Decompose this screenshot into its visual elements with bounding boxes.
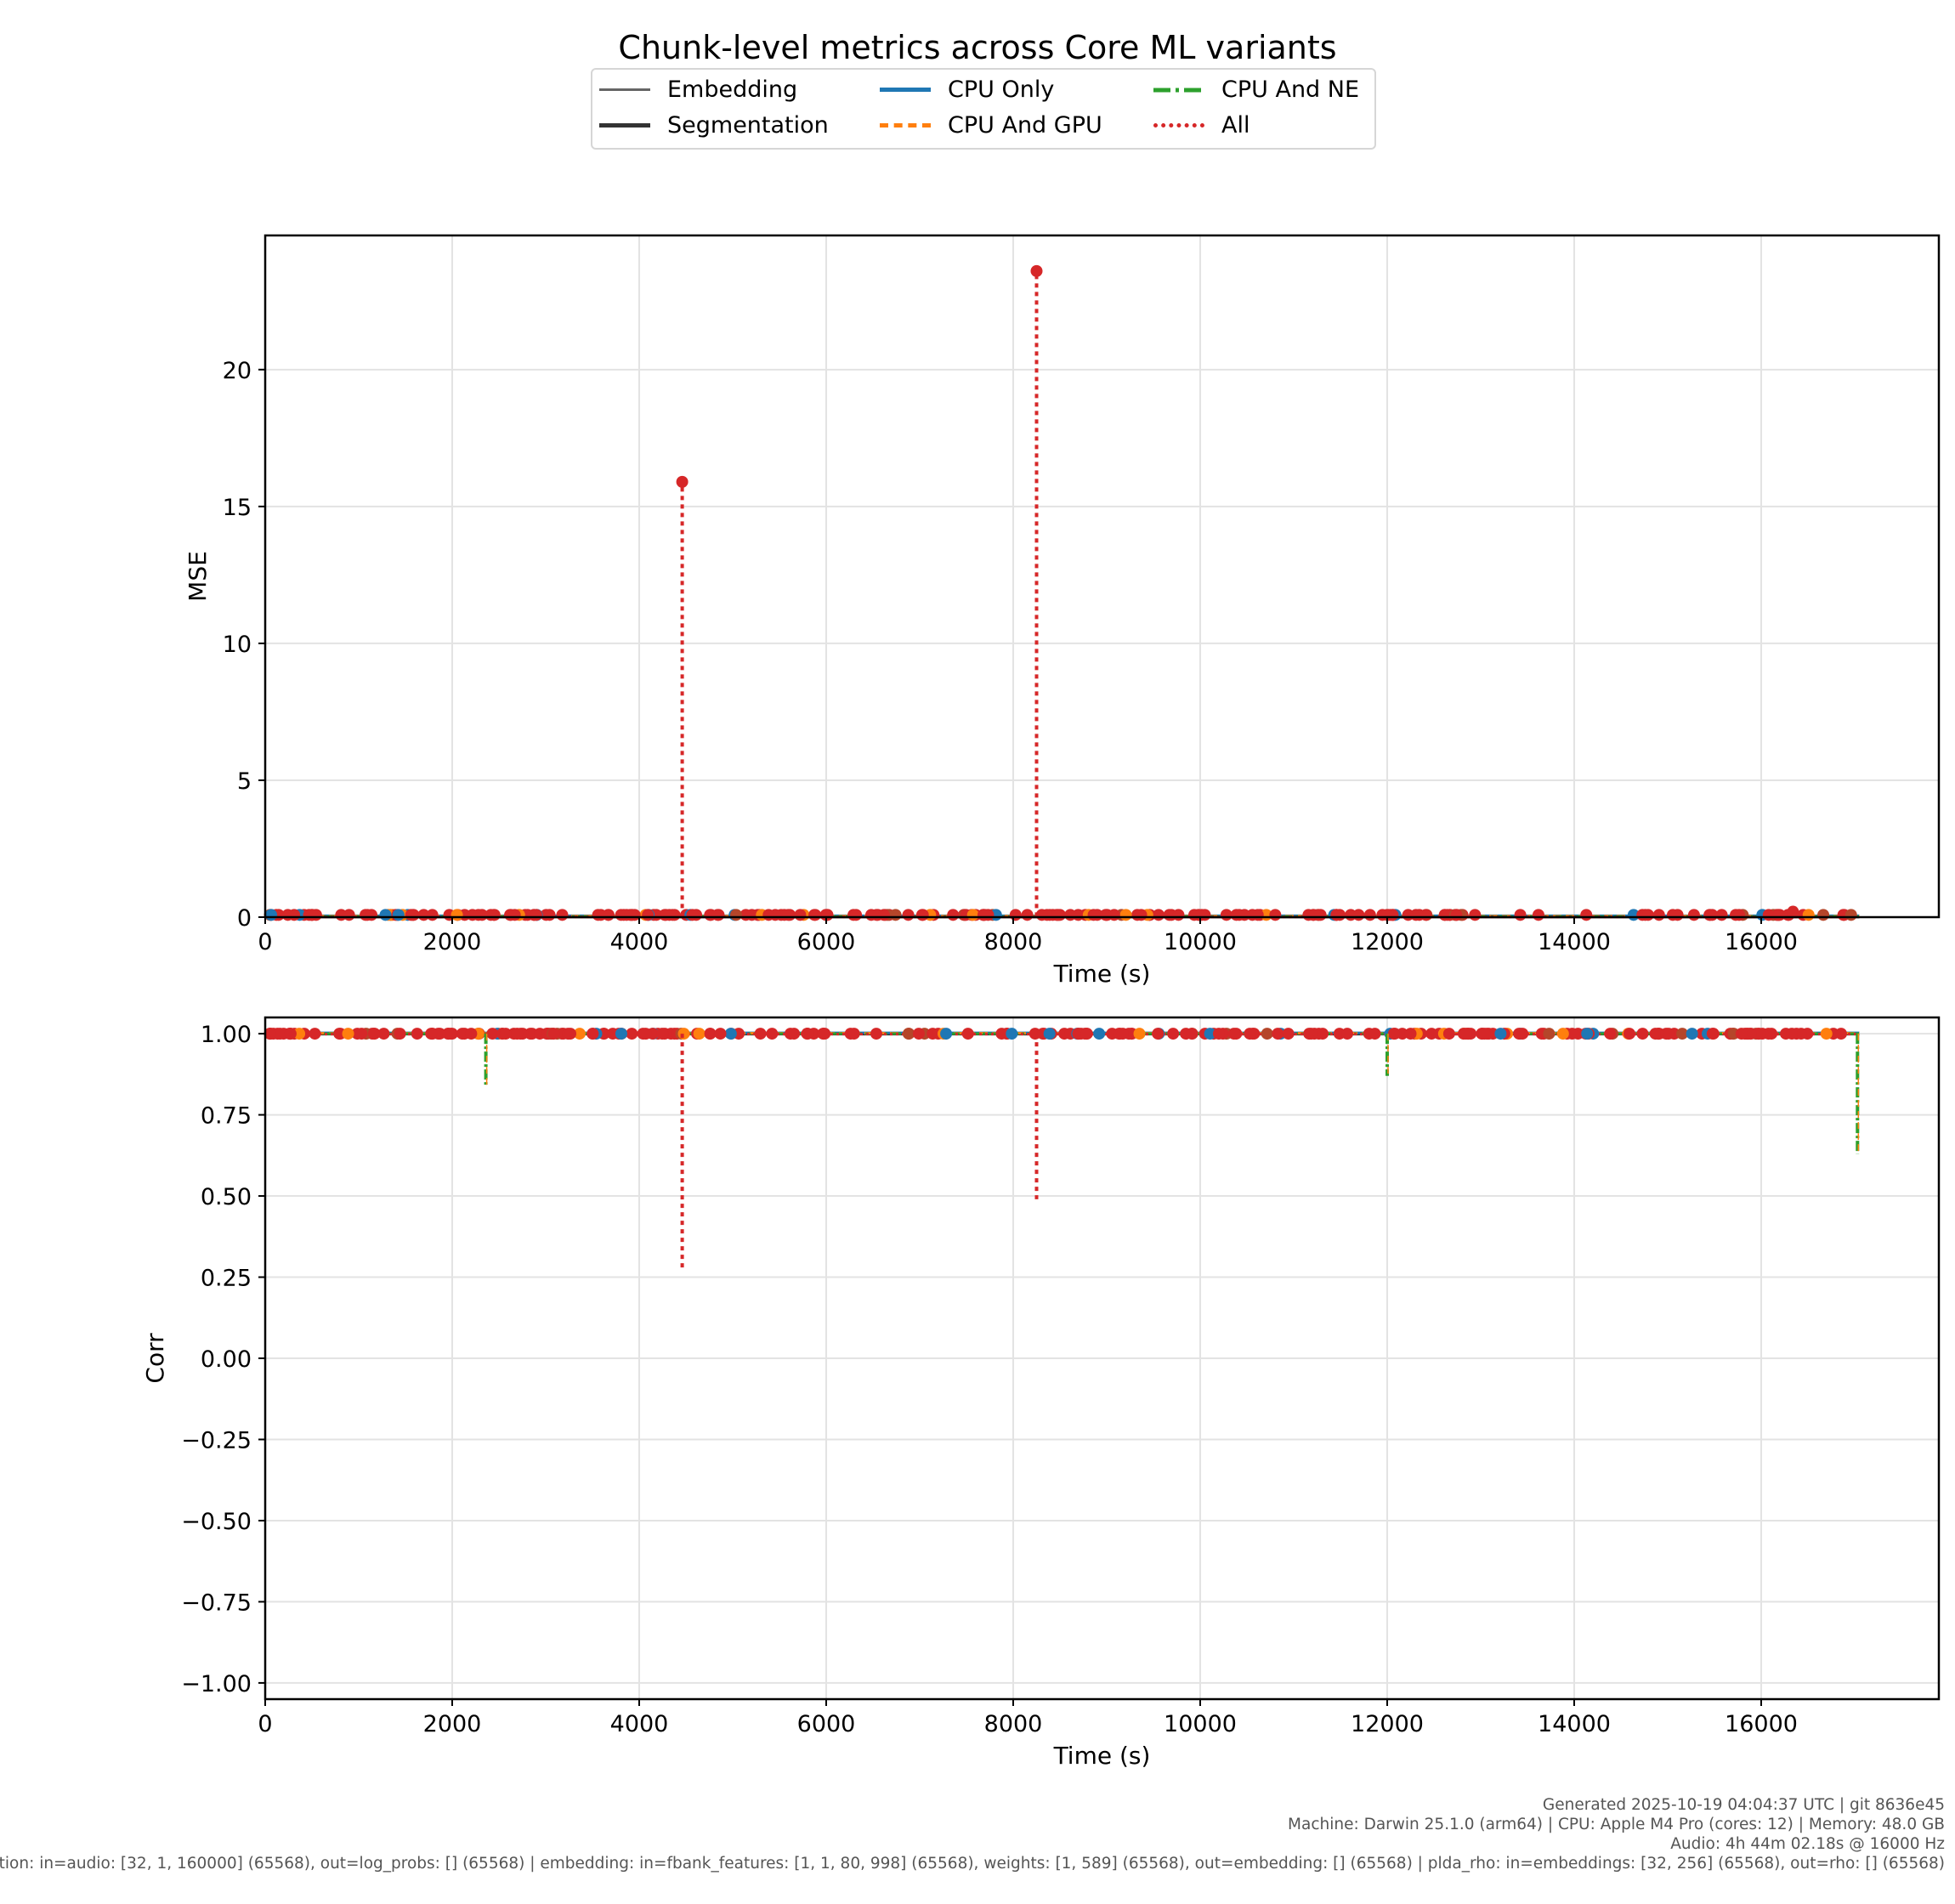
y-tick-label: 20: [223, 358, 252, 384]
x-tick-label: 6000: [797, 929, 856, 955]
x-tick-label: 10000: [1164, 1711, 1237, 1737]
y-tick-label: 15: [223, 495, 252, 521]
y-axis-label: Corr: [141, 1333, 169, 1384]
y-tick-label: 0: [237, 905, 252, 932]
x-tick-label: 0: [258, 929, 272, 955]
x-tick-label: 16000: [1725, 1711, 1798, 1737]
x-tick-label: 8000: [984, 929, 1043, 955]
legend-item-cpu-only: CPU Only: [880, 76, 1054, 103]
footer-audio: Audio: 4h 44m 02.18s @ 16000 Hz: [1670, 1835, 1945, 1853]
y-tick-label: 5: [237, 768, 252, 795]
x-tick-label: 4000: [610, 1711, 669, 1737]
x-tick-label: 12000: [1351, 1711, 1424, 1737]
legend-label: Embedding: [667, 76, 798, 103]
legend-label: All: [1221, 112, 1250, 139]
legend-label: CPU Only: [948, 76, 1055, 103]
chart-title: Chunk-level metrics across Core ML varia…: [618, 29, 1337, 66]
mse-plot: 0 2000 4000 6000 8000 10000 12000 14000 16000 0 5 1…: [184, 234, 1941, 988]
line-swatch-icon: [880, 88, 931, 92]
x-tick-label: 4000: [610, 929, 669, 955]
y-axis-label: MSE: [184, 551, 212, 602]
corr-plot: 0 2000 4000 6000 8000 10000 12000 14000 16000 −1.…: [141, 1016, 1941, 1770]
line-swatch-icon: [880, 123, 931, 128]
x-tick-label: 14000: [1538, 929, 1611, 955]
x-tick-label: 2000: [423, 929, 482, 955]
y-tick-label: −0.25: [181, 1427, 252, 1454]
x-tick-label: 2000: [423, 1711, 482, 1737]
y-tick-label: 0.75: [201, 1103, 252, 1130]
y-tick-label: −0.75: [181, 1590, 252, 1616]
x-tick-label: 0: [258, 1711, 272, 1737]
legend-item-cpu-and-ne: CPU And NE: [1153, 76, 1359, 103]
legend-item-segmentation: Segmentation: [599, 112, 829, 139]
x-axis-label: Time (s): [1053, 960, 1151, 988]
footer-machine: Machine: Darwin 25.1.0 (arm64) | CPU: Ap…: [1288, 1816, 1945, 1833]
x-tick-label: 6000: [797, 1711, 856, 1737]
y-tick-label: 1.00: [201, 1022, 252, 1048]
y-tick-label: 0.25: [201, 1266, 252, 1292]
legend-label: Segmentation: [667, 112, 829, 139]
line-swatch-icon: [1153, 123, 1204, 128]
x-tick-label: 8000: [984, 1711, 1043, 1737]
x-axis-label: Time (s): [1053, 1742, 1151, 1770]
legend-label: CPU And GPU: [948, 112, 1102, 139]
line-swatch-icon: [1153, 88, 1204, 92]
y-tick-label: −0.50: [181, 1509, 252, 1535]
legend-item-embedding: Embedding: [599, 76, 797, 103]
legend-label: CPU And NE: [1221, 76, 1360, 103]
legend-item-cpu-and-gpu: CPU And GPU: [880, 112, 1102, 139]
footer-model-io: segmentation: in=audio: [32, 1, 160000] …: [0, 1855, 1945, 1873]
y-tick-label: −1.00: [181, 1671, 252, 1697]
legend-item-all: All: [1153, 112, 1250, 139]
x-tick-label: 12000: [1351, 929, 1424, 955]
legend: Embedding Segmentation CPU Only CPU And …: [591, 68, 1376, 150]
x-tick-label: 16000: [1725, 929, 1798, 955]
y-tick-label: 0.00: [201, 1346, 252, 1373]
y-tick-label: 10: [223, 632, 252, 658]
x-tick-label: 10000: [1164, 929, 1237, 955]
y-tick-label: 0.50: [201, 1184, 252, 1210]
x-tick-label: 14000: [1538, 1711, 1611, 1737]
line-swatch-icon: [599, 88, 650, 91]
footer-generated: Generated 2025-10-19 04:04:37 UTC | git …: [1542, 1796, 1945, 1814]
line-swatch-icon: [599, 123, 650, 128]
footer-metadata: Generated 2025-10-19 04:04:37 UTC | git …: [0, 1795, 1945, 1873]
